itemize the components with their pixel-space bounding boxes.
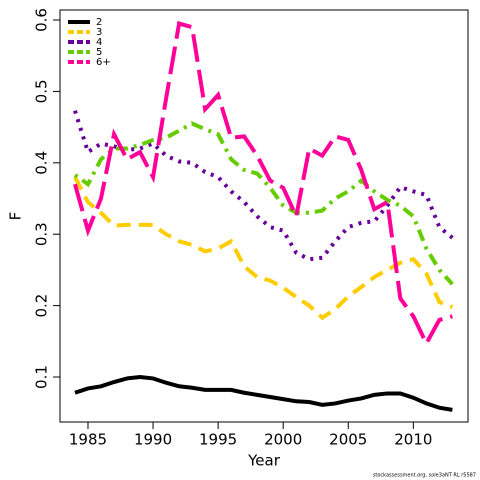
y-tick-label: 0.4 <box>33 151 51 175</box>
x-axis-title: Year <box>247 452 281 470</box>
x-tick-label: 2005 <box>329 431 367 449</box>
series-line <box>73 176 454 321</box>
x-tick-label: 1995 <box>199 431 237 449</box>
x-tick-label: 1985 <box>69 431 107 449</box>
y-tick-label: 0.1 <box>33 365 51 389</box>
y-axis-title: F <box>7 212 25 221</box>
series-line <box>73 110 454 262</box>
series-line <box>73 121 454 286</box>
x-tick-label: 2000 <box>264 431 302 449</box>
legend-label: 3 <box>96 27 102 38</box>
plot-box <box>59 9 469 423</box>
y-tick-label: 0.6 <box>33 8 51 32</box>
legend-label: 2 <box>96 17 102 28</box>
series-line <box>73 21 453 348</box>
series-line <box>74 375 453 412</box>
legend-label: 4 <box>96 37 102 48</box>
y-tick-label: 0.2 <box>33 294 51 318</box>
footnote: stockassessment.org, sole3aNT RL r5587 <box>373 473 476 479</box>
y-tick-label: 0.3 <box>33 222 51 246</box>
legend-label: 6+ <box>96 57 111 68</box>
x-tick-label: 1990 <box>134 431 172 449</box>
x-tick-label: 2010 <box>394 431 432 449</box>
y-tick-label: 0.5 <box>33 79 51 103</box>
legend-label: 5 <box>96 47 102 58</box>
